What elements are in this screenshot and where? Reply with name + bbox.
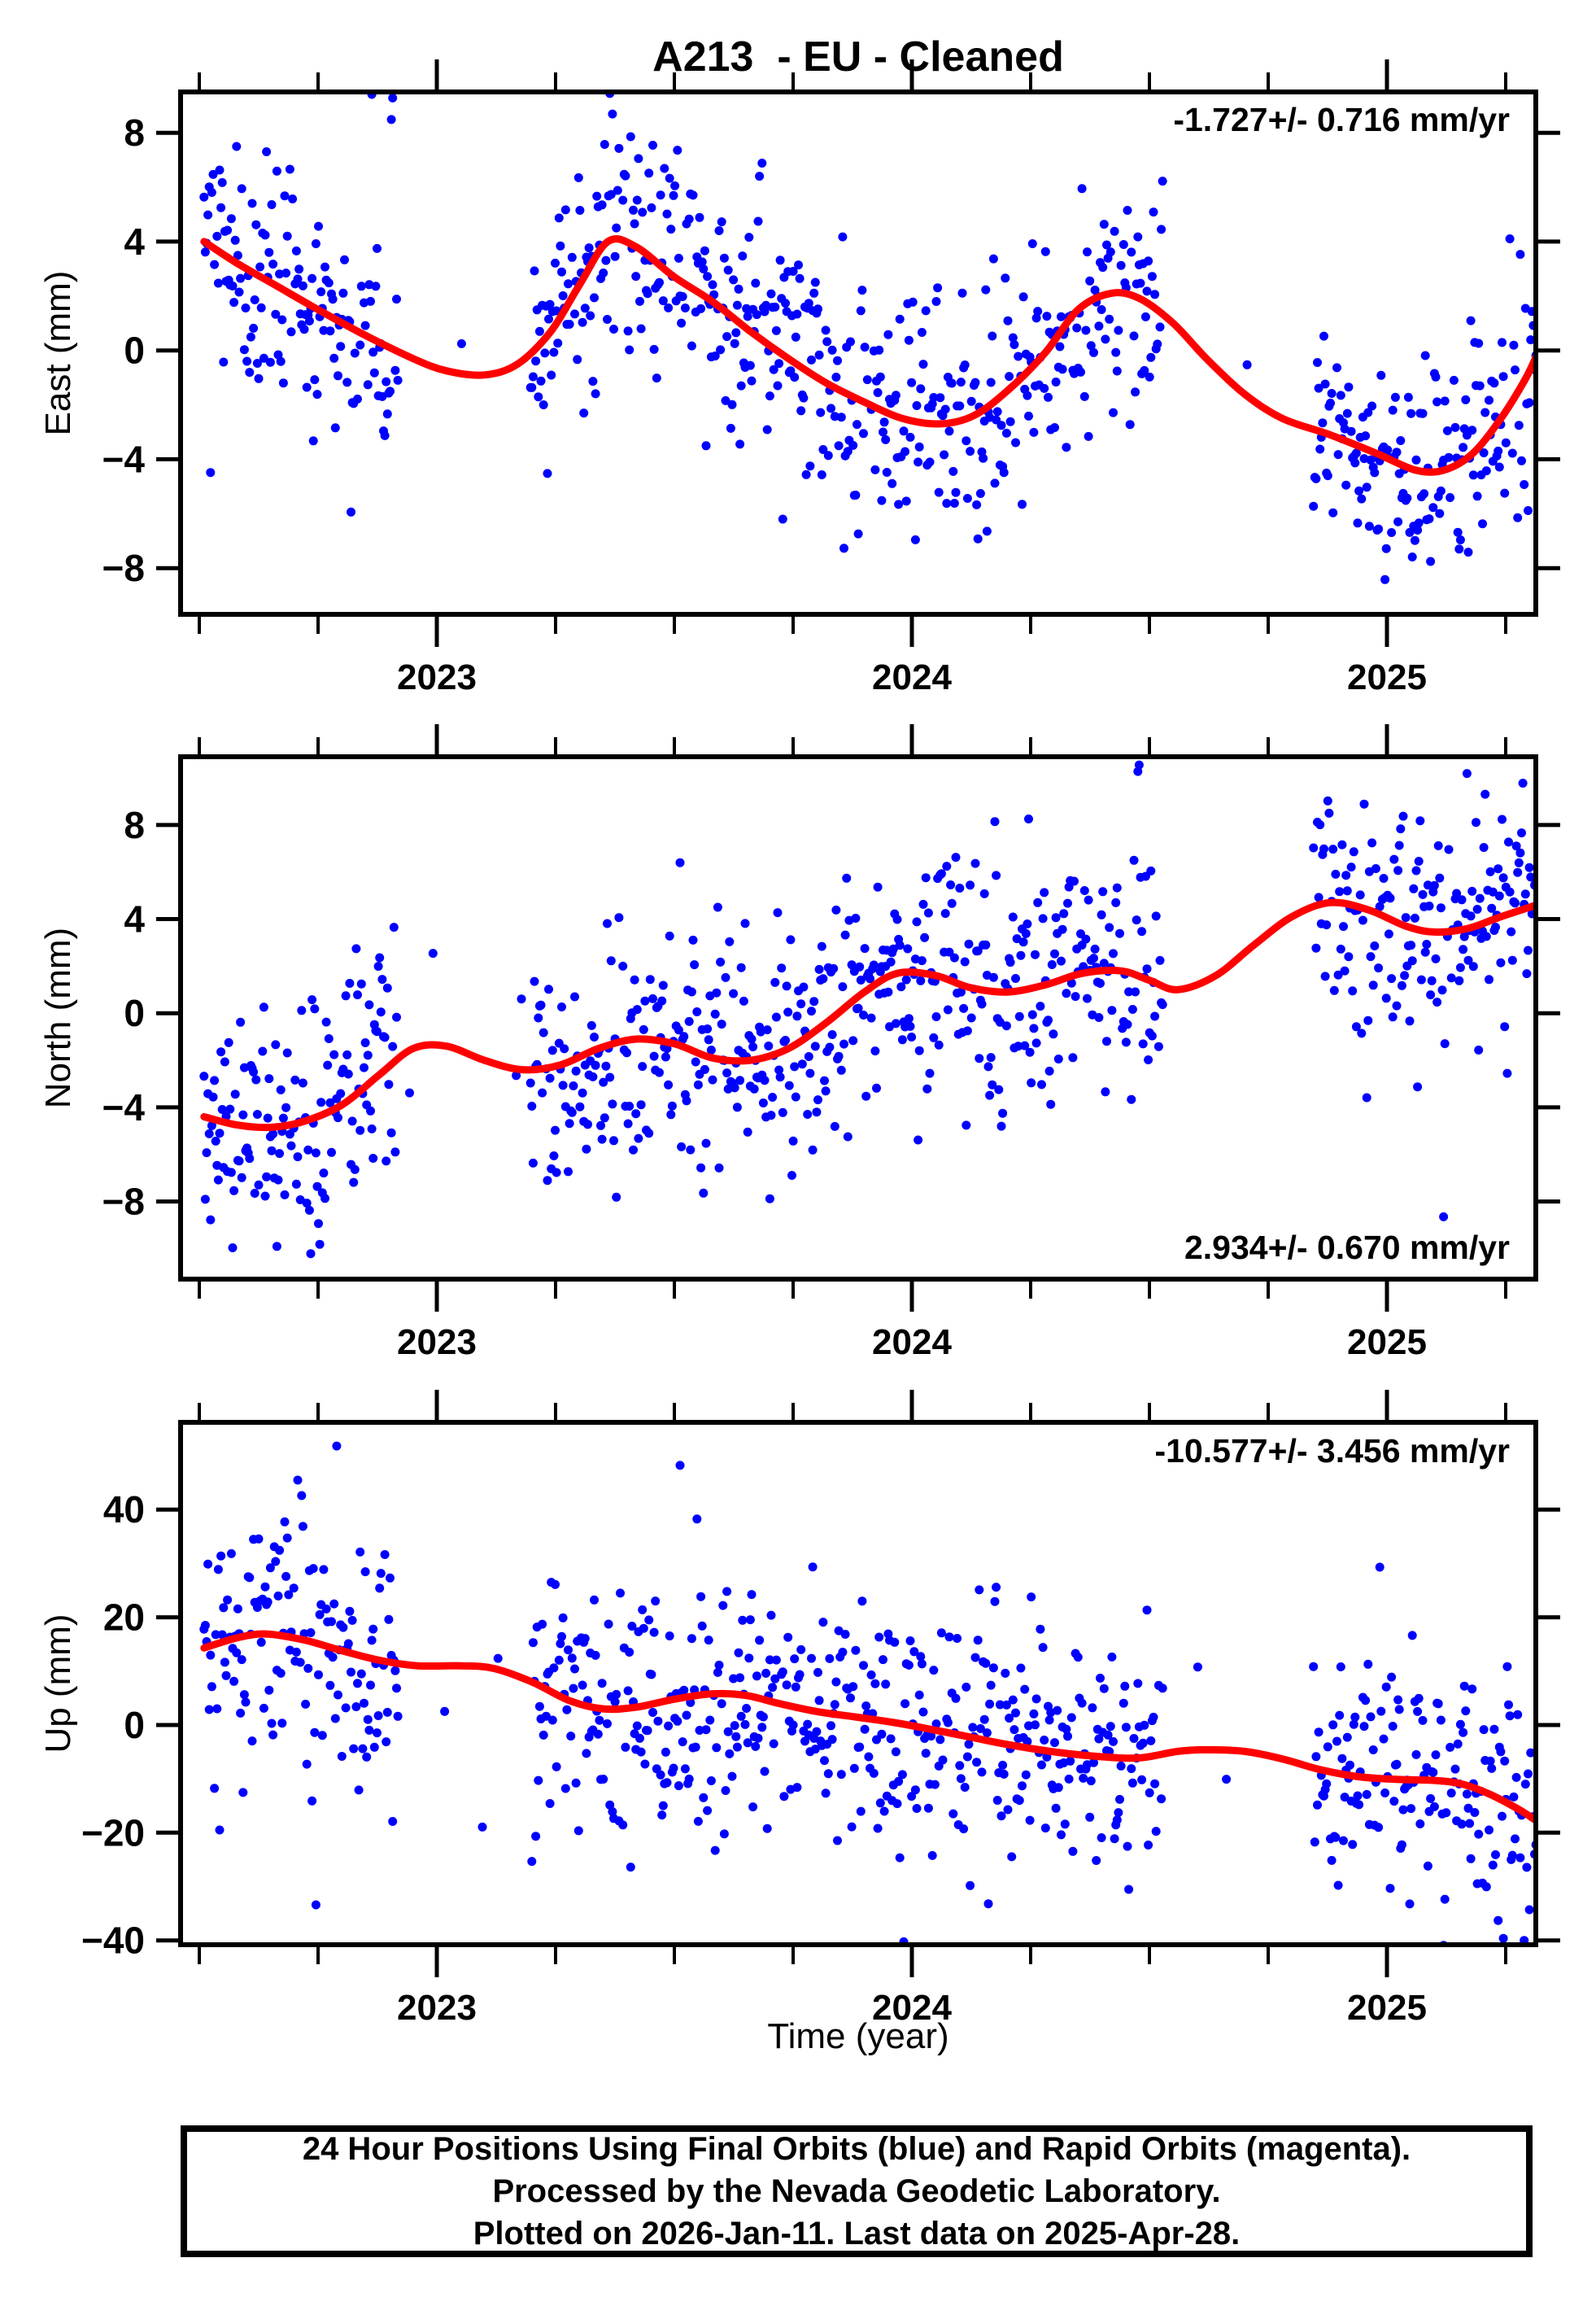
east-frame: [178, 90, 1538, 617]
east-y-tick-labels: 8 4 0 −4 −8: [102, 111, 146, 589]
svg-text:−4: −4: [102, 1086, 146, 1129]
north-axis-label: North (mm): [38, 927, 78, 1109]
svg-text:2025: 2025: [1347, 1988, 1427, 2028]
north-y-ticks: [156, 823, 1560, 1204]
svg-text:−8: −8: [102, 547, 145, 589]
east-axis-label: East (mm): [38, 270, 78, 436]
east-x-ticks: [198, 59, 1507, 647]
north-rate-annotation: 2.934+/- 0.670 mm/yr: [1184, 1229, 1510, 1266]
north-y-tick-labels: 8 4 0 −4 −8: [102, 804, 146, 1223]
panel-up: 2023 2024 2025 40 20 0 −20 −40: [81, 1390, 1560, 2028]
svg-text:0: 0: [124, 330, 145, 372]
east-rate-annotation: -1.727+/- 0.716 mm/yr: [1173, 101, 1510, 138]
page-title: A213 - EU - Cleaned: [652, 33, 1064, 81]
svg-text:8: 8: [124, 804, 145, 846]
up-frame: [178, 1420, 1538, 1947]
up-rate-annotation: -10.577+/- 3.456 mm/yr: [1154, 1432, 1511, 1470]
east-x-tick-labels: 2023 2024 2025: [397, 657, 1427, 697]
svg-text:2023: 2023: [397, 1988, 477, 2028]
caption-box: 24 Hour Positions Using Final Orbits (bl…: [181, 2125, 1533, 2257]
panel-north: 2023 2024 2025 8 4 0 −4 −8: [102, 724, 1560, 1362]
north-frame: [178, 754, 1538, 1282]
up-y-ticks: [156, 1507, 1560, 1943]
svg-text:2024: 2024: [872, 1988, 952, 2028]
north-x-ticks: [198, 724, 1507, 1312]
up-x-tick-labels: 2023 2024 2025: [397, 1988, 1427, 2028]
svg-text:−8: −8: [102, 1181, 145, 1223]
up-y-tick-labels: 40 20 0 −20 −40: [81, 1488, 145, 1962]
east-scatter-points: [199, 92, 1536, 584]
up-scatter-points: [199, 1441, 1536, 1945]
svg-text:−4: −4: [102, 438, 146, 480]
time-axis-label: Time (year): [767, 2016, 949, 2056]
north-x-tick-labels: 2023 2024 2025: [397, 1322, 1427, 1362]
north-trend-line: [200, 898, 1536, 1132]
svg-text:2024: 2024: [872, 1322, 952, 1362]
east-trend-line: [200, 235, 1536, 476]
up-x-ticks: [198, 1390, 1507, 1977]
svg-text:8: 8: [124, 111, 145, 154]
svg-text:4: 4: [124, 898, 145, 941]
svg-text:2024: 2024: [872, 657, 952, 697]
caption-line-orbits: 24 Hour Positions Using Final Orbits (bl…: [302, 2130, 1411, 2167]
svg-text:4: 4: [124, 221, 145, 263]
north-scatter-points: [199, 760, 1536, 1259]
svg-text:2025: 2025: [1347, 1322, 1427, 1362]
panel-east: 2023 2024 2025 8 4 0 −4 −8: [102, 59, 1560, 697]
svg-text:0: 0: [124, 1704, 145, 1746]
svg-text:−40: −40: [81, 1919, 145, 1962]
east-y-ticks: [156, 130, 1560, 570]
up-axis-label: Up (mm): [38, 1614, 78, 1754]
svg-text:40: 40: [103, 1488, 145, 1531]
svg-text:20: 20: [103, 1596, 145, 1639]
svg-text:2025: 2025: [1347, 657, 1427, 697]
up-trend-line: [200, 1630, 1536, 1825]
svg-text:−20: −20: [81, 1811, 145, 1854]
svg-text:2023: 2023: [397, 1322, 477, 1362]
svg-text:0: 0: [124, 992, 145, 1034]
svg-text:2023: 2023: [397, 657, 477, 697]
caption-line-processed: Processed by the Nevada Geodetic Laborat…: [492, 2173, 1221, 2209]
caption-line-plotted: Plotted on 2026-Jan-11. Last data on 202…: [473, 2215, 1241, 2251]
